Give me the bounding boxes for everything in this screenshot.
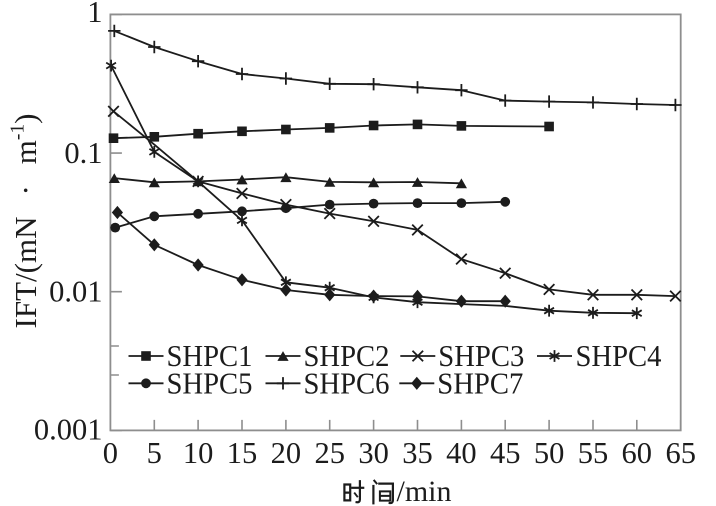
svg-text:SHPC1: SHPC1 [167, 339, 253, 373]
svg-text:SHPC2: SHPC2 [304, 339, 390, 373]
svg-text:5: 5 [147, 436, 162, 470]
svg-text:50: 50 [534, 436, 565, 470]
svg-text:40: 40 [446, 436, 477, 470]
svg-text:SHPC6: SHPC6 [304, 367, 390, 401]
svg-text:SHPC7: SHPC7 [437, 367, 523, 401]
svg-text:0.1: 0.1 [64, 136, 102, 170]
svg-text:60: 60 [622, 436, 653, 470]
svg-text:/min: /min [397, 475, 452, 506]
svg-text:55: 55 [578, 436, 609, 470]
svg-text:35: 35 [402, 436, 433, 470]
svg-text:SHPC4: SHPC4 [576, 339, 662, 373]
svg-text:0.001: 0.001 [34, 413, 103, 447]
svg-text:0: 0 [103, 436, 118, 470]
svg-text:0.01: 0.01 [49, 275, 102, 309]
svg-text:1: 1 [87, 0, 102, 29]
svg-text:30: 30 [358, 436, 389, 470]
svg-text:45: 45 [490, 436, 521, 470]
svg-text:25: 25 [314, 436, 345, 470]
svg-text:IFT/(mN·m-1): IFT/(mN·m-1) [8, 114, 44, 329]
svg-text:65: 65 [665, 436, 696, 470]
svg-text:15: 15 [227, 436, 258, 470]
svg-text:20: 20 [271, 436, 302, 470]
svg-text:SHPC5: SHPC5 [167, 367, 253, 401]
svg-text:10: 10 [183, 436, 214, 470]
svg-text:SHPC3: SHPC3 [438, 339, 524, 373]
